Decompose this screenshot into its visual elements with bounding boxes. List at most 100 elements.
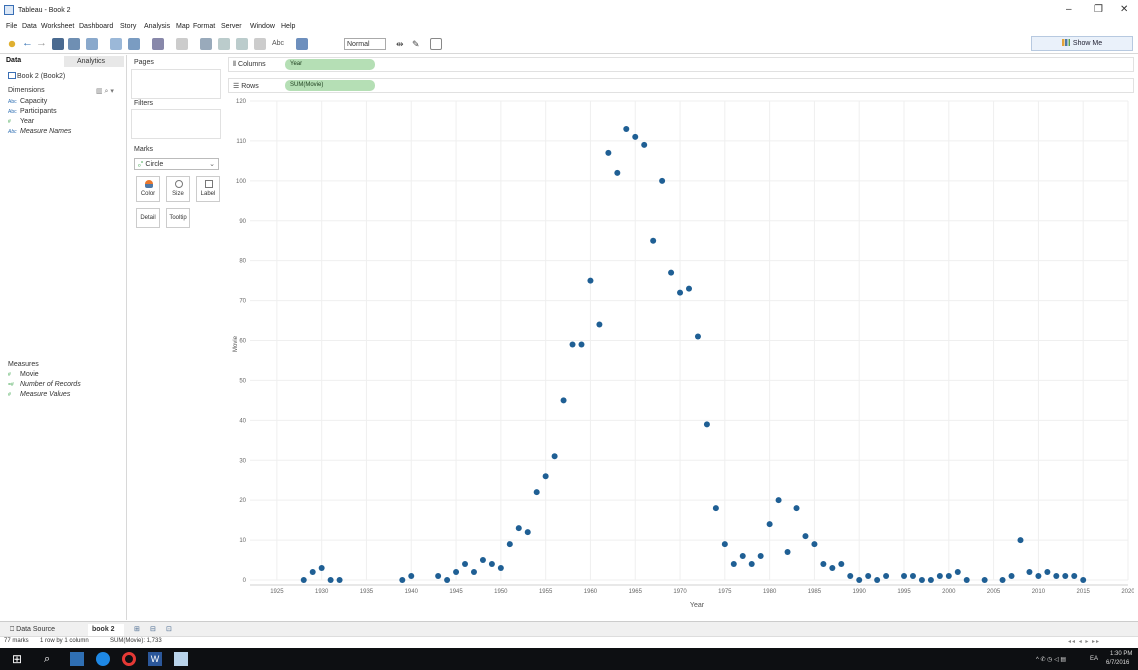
scatter-chart[interactable]: 0 10 20 30 40 50 60 70 80 90 100 110 120 1925 1930 193…: [228, 96, 1134, 620]
label-button[interactable]: Label: [196, 176, 220, 202]
view-size-select[interactable]: Normal: [344, 38, 386, 50]
chevron-down-icon: ⌄: [209, 161, 215, 168]
data-point: [1053, 573, 1060, 580]
menu-window[interactable]: Window: [250, 23, 275, 30]
field-year[interactable]: # Year: [8, 118, 35, 125]
tray-icons[interactable]: ^ ✆ ◷ ◁ ▤: [1036, 657, 1067, 663]
field-capacity[interactable]: Abc Capacity: [8, 98, 48, 105]
rows-shelf[interactable]: ☰ Rows SUM(Movie): [228, 78, 1134, 93]
word-icon[interactable]: W: [148, 652, 162, 666]
pages-shelf[interactable]: [131, 69, 221, 99]
field-participants[interactable]: Abc Participants: [8, 108, 57, 115]
x-tick-label: 1925: [270, 589, 284, 595]
data-point: [605, 149, 612, 156]
clock-date[interactable]: 6/7/2016: [1106, 660, 1130, 666]
windows-start-icon[interactable]: ⊞: [12, 652, 23, 666]
size-button[interactable]: Size: [166, 176, 190, 202]
datasource-item[interactable]: Book 2 (Book2): [8, 72, 65, 80]
menu-story[interactable]: Story: [120, 23, 137, 30]
menu-worksheet[interactable]: Worksheet: [41, 23, 75, 30]
group-icon[interactable]: [200, 38, 212, 50]
new-worksheet-tab-icon[interactable]: ⊞: [134, 626, 140, 633]
fit-icon[interactable]: [296, 38, 308, 50]
menu-format[interactable]: Format: [193, 23, 216, 30]
detail-button[interactable]: Detail: [136, 208, 160, 228]
y-tick-label: 120: [236, 99, 247, 105]
sheet-navigation[interactable]: ◂◂ ◂ ▸ ▸▸: [1068, 639, 1101, 645]
tooltip-button[interactable]: Tooltip: [166, 208, 190, 228]
opera-icon[interactable]: [122, 652, 136, 666]
mark-type-select[interactable]: ₒ° Circle ⌄: [134, 158, 219, 170]
tab-book-2[interactable]: book 2: [88, 624, 124, 636]
menu-help[interactable]: Help: [281, 23, 296, 30]
menu-analysis[interactable]: Analysis: [144, 23, 171, 30]
datasource-tab-icon: ⎕: [10, 626, 17, 633]
field-movie[interactable]: # Movie: [8, 371, 39, 378]
clear-sheet-icon[interactable]: [128, 38, 140, 50]
sort-icon[interactable]: [176, 38, 188, 50]
sort-descending-icon[interactable]: [236, 38, 248, 50]
input-language[interactable]: EA: [1090, 656, 1099, 662]
x-tick-label: 2000: [942, 589, 956, 595]
maximize-button[interactable]: ❐: [1094, 4, 1103, 15]
circle-mark-icon: ₒ°: [138, 161, 144, 168]
menu-dashboard[interactable]: Dashboard: [79, 23, 114, 30]
tableau-logo-icon[interactable]: [6, 38, 18, 50]
minimize-button[interactable]: –: [1066, 4, 1072, 15]
clock-time[interactable]: 1:30 PM: [1110, 651, 1133, 657]
data-point: [784, 549, 791, 556]
color-button[interactable]: Color: [136, 176, 160, 202]
chrome-icon[interactable]: [96, 652, 110, 666]
fix-axes-icon[interactable]: ⇹: [396, 39, 404, 49]
presentation-icon[interactable]: [430, 38, 442, 50]
columns-shelf[interactable]: ⦀ Columns Year: [228, 57, 1134, 72]
data-point: [936, 573, 943, 580]
data-point: [686, 285, 692, 292]
data-point: [435, 573, 442, 580]
search-taskbar-icon[interactable]: ⌕: [44, 653, 51, 665]
new-worksheet-icon[interactable]: [86, 38, 98, 50]
year-pill[interactable]: Year: [285, 59, 375, 70]
menu-server[interactable]: Server: [221, 23, 242, 30]
menu-file[interactable]: File: [6, 23, 18, 30]
color-icon: [145, 180, 153, 188]
data-point: [488, 561, 495, 568]
tab-analytics[interactable]: Analytics: [64, 56, 124, 67]
new-dashboard-tab-icon[interactable]: ⊟: [150, 626, 156, 633]
new-story-tab-icon[interactable]: ⊡: [166, 626, 172, 633]
data-point: [300, 577, 307, 583]
file-explorer-icon[interactable]: [70, 652, 84, 666]
viz-area[interactable]: 0 10 20 30 40 50 60 70 80 90 100 110 120 1925 1930 193…: [228, 96, 1134, 620]
close-button[interactable]: ✕: [1120, 4, 1129, 15]
data-point: [515, 525, 522, 532]
sum-movie-pill[interactable]: SUM(Movie): [285, 80, 375, 91]
menu-map[interactable]: Map: [176, 23, 190, 30]
sort-ascending-icon[interactable]: [218, 38, 230, 50]
tab-data[interactable]: Data: [6, 57, 22, 64]
show-labels-icon[interactable]: Abc: [272, 40, 285, 47]
swap-icon[interactable]: [152, 38, 164, 50]
save-icon[interactable]: [52, 38, 64, 50]
field-number-of-records[interactable]: =# Number of Records: [8, 381, 81, 388]
new-datasource-icon[interactable]: [68, 38, 80, 50]
undo-icon[interactable]: ←: [22, 37, 33, 49]
field-measure-values[interactable]: # Measure Values: [8, 391, 71, 398]
data-point: [999, 577, 1006, 583]
filters-shelf[interactable]: [131, 109, 221, 139]
tableau-taskbar-icon[interactable]: [174, 652, 188, 666]
data-point: [865, 573, 872, 580]
show-me-button[interactable]: Show Me: [1031, 36, 1133, 51]
pen-icon[interactable]: ✎: [412, 39, 420, 49]
duplicate-sheet-icon[interactable]: [110, 38, 122, 50]
data-point: [470, 569, 477, 576]
menu-data[interactable]: Data: [22, 23, 37, 30]
status-sum: SUM(Movie): 1,733: [110, 638, 162, 644]
x-tick-label: 2010: [1032, 589, 1046, 595]
search-icon[interactable]: ▥ ⌕ ▾: [96, 88, 114, 95]
redo-icon[interactable]: →: [36, 37, 47, 49]
field-measure-names[interactable]: Abc Measure Names: [8, 128, 72, 135]
toolbar: ← → Abc Normal ⇹ ✎: [0, 34, 1138, 54]
tab-data-source[interactable]: ⎕ Data Source: [10, 626, 56, 633]
size-icon: [175, 180, 183, 188]
highlight-icon[interactable]: [254, 38, 266, 50]
